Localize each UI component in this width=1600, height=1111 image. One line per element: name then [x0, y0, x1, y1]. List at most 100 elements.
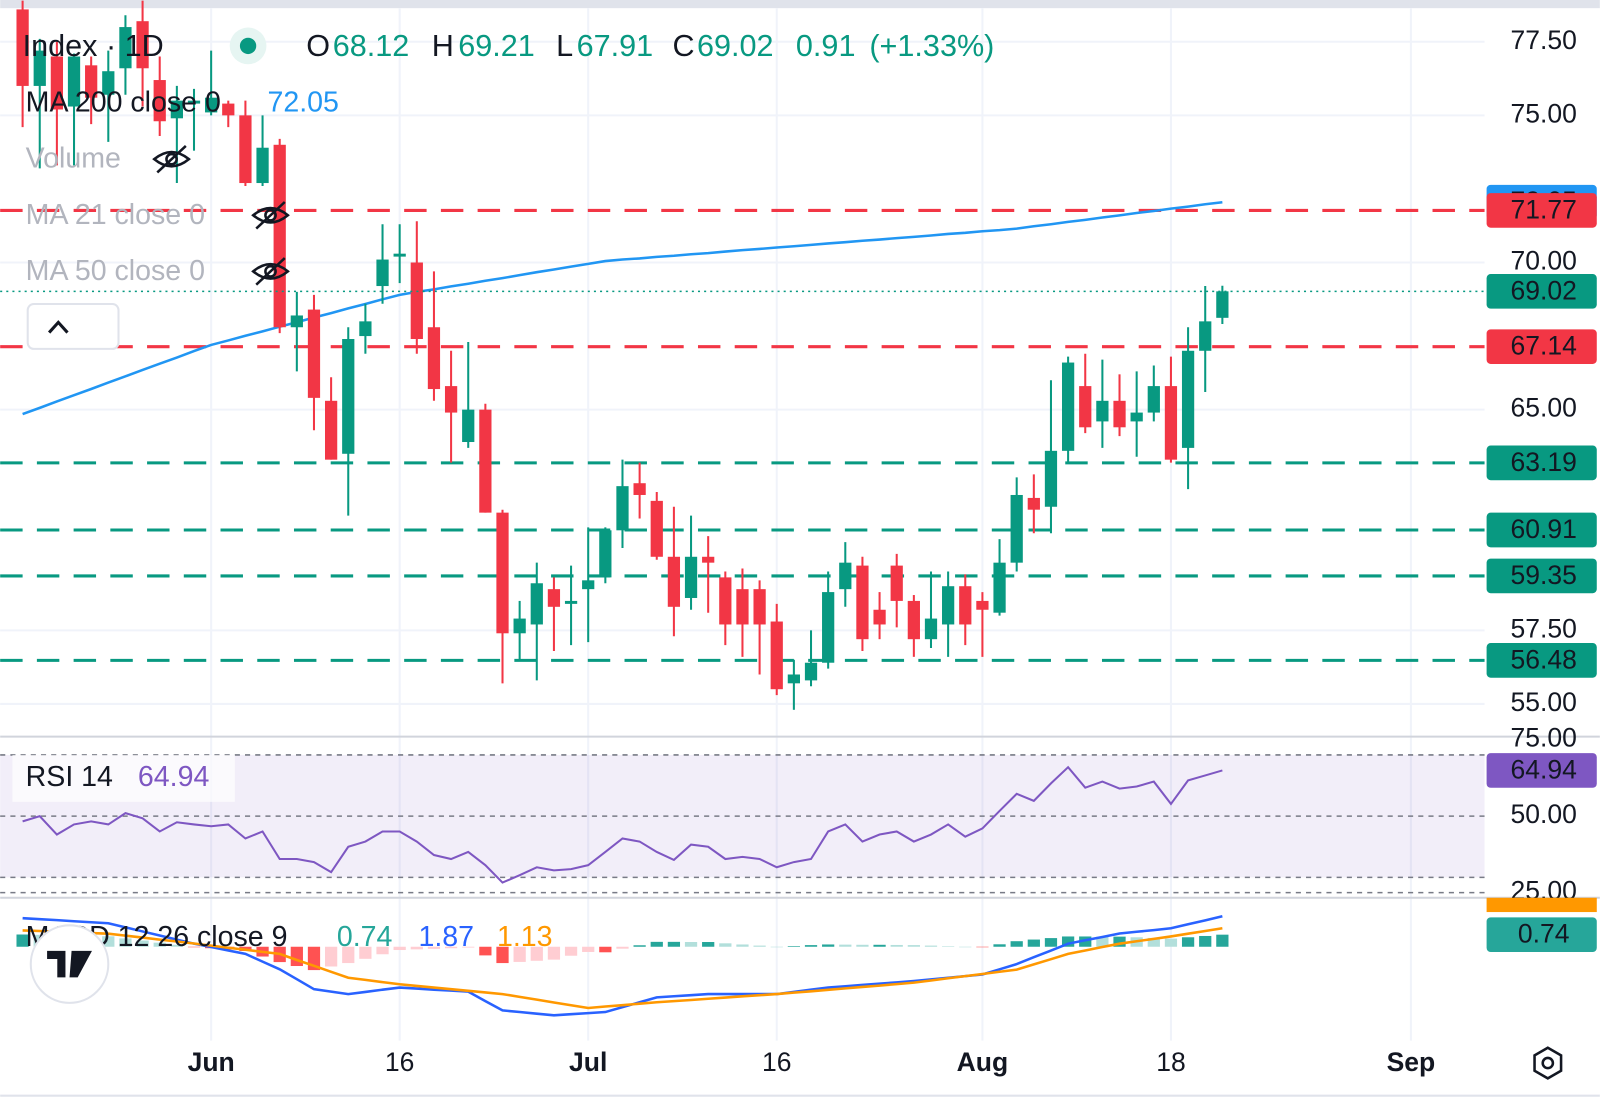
candle-body [187, 100, 201, 104]
candle-body [736, 589, 749, 625]
y-tick-label: 50.00 [1511, 799, 1577, 829]
open-value: 68.12 [333, 29, 410, 63]
price-tag-box [1486, 329, 1597, 365]
macd-histogram-bar [136, 940, 149, 947]
price-tag: 60.91 [1511, 514, 1577, 544]
logo-mark [47, 950, 92, 978]
macd-histogram-bar [650, 941, 663, 947]
legend: Index · 1D O 68.12 H 69.21 L 67.91 C 69.… [12, 27, 1563, 1080]
price-tag-box [1486, 193, 1597, 228]
macd-histogram-bar [170, 944, 183, 947]
ma-line [22, 200, 1223, 416]
low-value: 67.91 [577, 29, 654, 63]
macd-histogram-bar [993, 944, 1006, 947]
candle-body [1027, 497, 1040, 510]
macd-histogram-bar [1113, 936, 1126, 947]
candle-body [942, 586, 955, 625]
macd-histogram-bar [1164, 938, 1178, 947]
macd-histogram-bar [547, 946, 561, 960]
candle-body [170, 100, 183, 119]
candle-body [496, 512, 509, 634]
x-tick-label: Jul [569, 1047, 607, 1077]
candle-body [1181, 350, 1195, 448]
macd-histogram-bar [1147, 937, 1160, 947]
price-tag-box [1486, 445, 1597, 481]
x-tick-label: Sep [1387, 1047, 1436, 1077]
candle-body [907, 600, 920, 640]
macd-histogram-bar [753, 945, 766, 947]
macd-histogram-bar [1079, 936, 1092, 947]
macd-histogram-bar [187, 946, 201, 948]
macd-histogram-bar [496, 946, 509, 964]
eye-slash-icon[interactable] [152, 144, 191, 174]
macd-histogram-bar [959, 946, 972, 948]
macd-histogram-bar [513, 946, 526, 962]
macd-legend-macd: 1.87 [418, 921, 474, 953]
macd-histogram-bar [393, 946, 406, 951]
chart-title: Index · 1D [23, 29, 164, 63]
macd-legend-signal: 1.13 [497, 921, 553, 953]
macd-histogram-bar [633, 945, 646, 947]
candle-body [410, 262, 423, 340]
eye-pupil [165, 152, 178, 166]
macd-histogram-bar [890, 944, 903, 947]
rsi-legend-name: RSI 14 [26, 761, 113, 793]
macd-histogram-bar [667, 941, 681, 947]
y-tick-label: 55.00 [1511, 687, 1577, 717]
eye-slash-icon[interactable] [251, 257, 290, 286]
price-tag: 69.02 [1511, 275, 1577, 305]
candle-body [239, 115, 252, 184]
candle-body [119, 27, 132, 69]
candle-body [427, 327, 441, 390]
candle-body [273, 144, 286, 328]
candle-body [787, 674, 800, 684]
candle-body [444, 386, 458, 413]
candle-body [462, 409, 475, 443]
macd-histogram-bar [976, 946, 989, 948]
candle-body [67, 56, 81, 107]
candle-body [702, 556, 715, 563]
price-tag-box [1486, 273, 1597, 309]
candle-body [1164, 386, 1178, 460]
hidden-indicator: MA 21 close 0 [26, 199, 205, 231]
candle-body [153, 80, 166, 122]
candle-body [804, 662, 818, 681]
candle-body [307, 309, 321, 398]
collapse-chevron [47, 320, 69, 334]
candle-body [1044, 450, 1058, 507]
eye-slash-icon[interactable] [251, 201, 290, 230]
x-tick-label: 16 [762, 1047, 792, 1077]
price-tag: 56.48 [1511, 644, 1577, 674]
candle-body [770, 621, 783, 690]
collapse-button[interactable] [26, 302, 120, 350]
candle-body [993, 562, 1006, 613]
eye-pupil [264, 208, 277, 222]
logo[interactable] [29, 924, 110, 1004]
candle-body [1130, 412, 1143, 422]
candle-body [50, 56, 64, 110]
macd-histogram-bar [359, 946, 372, 959]
price-tag: 71.77 [1511, 194, 1577, 224]
macd-histogram-bar [856, 944, 869, 947]
candle-body [839, 562, 852, 590]
macd-histogram-bar [702, 942, 715, 947]
macd-histogram-bar [907, 945, 920, 947]
candle-body [856, 565, 869, 640]
candle-body [256, 147, 269, 184]
macd-histogram-bar [804, 945, 818, 947]
y-tick-label: 70.00 [1511, 245, 1577, 275]
settings-icon[interactable] [1533, 1046, 1563, 1080]
candle-body [1096, 400, 1109, 422]
candle-body [650, 500, 663, 557]
rsi-legend-bg [12, 754, 235, 802]
change-value: 0.91 [796, 29, 856, 63]
rsi-legend-value: 64.94 [138, 761, 210, 793]
candle-body [616, 486, 629, 531]
candle-body [822, 592, 835, 663]
candle-body [222, 103, 235, 116]
macd-histogram-bar [444, 946, 458, 949]
macd-histogram-bar [1216, 934, 1229, 947]
macd-legend-histogram: 0.74 [337, 921, 393, 953]
x-tick-label: 18 [1156, 1047, 1186, 1077]
eye-slash [255, 257, 286, 286]
